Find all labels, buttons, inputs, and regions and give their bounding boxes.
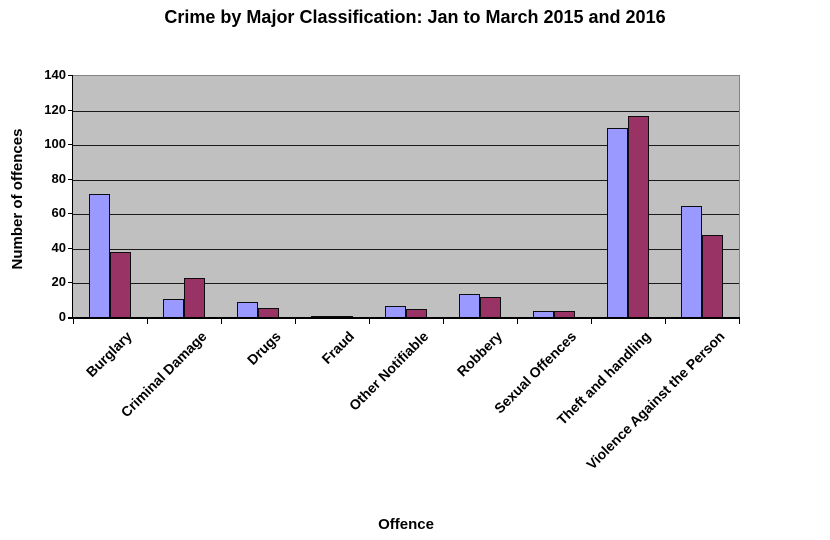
bar-2016-theft-and-handling <box>628 115 649 318</box>
bar-2016-robbery <box>480 297 501 318</box>
y-tick-label-0: 0 <box>58 309 66 324</box>
bar-2015-theft-and-handling <box>607 127 628 318</box>
x-axis-line <box>68 317 740 319</box>
gridline-y-100 <box>73 145 739 146</box>
x-tick-7 <box>591 319 592 324</box>
bar-2016-violence-against-the-person <box>702 235 723 318</box>
bar-2015-burglary <box>89 193 110 318</box>
x-tick-0 <box>73 319 74 324</box>
y-tick-label-100: 100 <box>44 136 66 151</box>
bar-2016-criminal-damage <box>184 278 205 318</box>
plot-area <box>73 75 740 318</box>
y-tick-label-60: 60 <box>51 205 66 220</box>
x-category-label-drugs: Drugs <box>243 328 284 368</box>
bar-2015-drugs <box>237 302 258 318</box>
chart-title: Crime by Major Classification: Jan to Ma… <box>164 7 666 27</box>
y-tick-20 <box>68 282 73 283</box>
x-tick-9 <box>739 319 740 324</box>
y-axis-line <box>72 75 73 318</box>
x-tick-6 <box>517 319 518 324</box>
x-tick-2 <box>221 319 222 324</box>
y-tick-label-20: 20 <box>51 274 66 289</box>
bar-2015-violence-against-the-person <box>681 205 702 318</box>
x-tick-3 <box>295 319 296 324</box>
y-tick-40 <box>68 248 73 249</box>
y-tick-label-80: 80 <box>51 171 66 186</box>
gridline-y-80 <box>73 180 739 181</box>
y-tick-100 <box>68 144 73 145</box>
x-tick-1 <box>147 319 148 324</box>
x-category-label-other-notifiable: Other Notifiable <box>345 328 432 414</box>
bar-2016-burglary <box>110 252 131 318</box>
x-category-label-violence-against-the-person: Violence Against the Person <box>582 328 728 473</box>
y-tick-80 <box>68 179 73 180</box>
x-axis-title: Offence <box>378 516 434 533</box>
y-tick-60 <box>68 213 73 214</box>
x-tick-4 <box>369 319 370 324</box>
gridline-y-120 <box>73 111 739 112</box>
x-category-label-robbery: Robbery <box>453 328 506 380</box>
gridline-y-60 <box>73 214 739 215</box>
y-tick-140 <box>68 75 73 76</box>
gridline-y-20 <box>73 283 739 284</box>
y-tick-label-140: 140 <box>44 67 66 82</box>
y-tick-label-120: 120 <box>44 102 66 117</box>
bar-2015-criminal-damage <box>163 299 184 318</box>
y-tick-120 <box>68 110 73 111</box>
bar-2015-robbery <box>459 293 480 318</box>
x-category-label-burglary: Burglary <box>83 328 136 381</box>
x-tick-5 <box>443 319 444 324</box>
gridline-y-40 <box>73 249 739 250</box>
y-tick-label-40: 40 <box>51 240 66 255</box>
y-tick-0 <box>68 317 73 318</box>
x-category-label-fraud: Fraud <box>318 328 358 367</box>
x-tick-8 <box>665 319 666 324</box>
